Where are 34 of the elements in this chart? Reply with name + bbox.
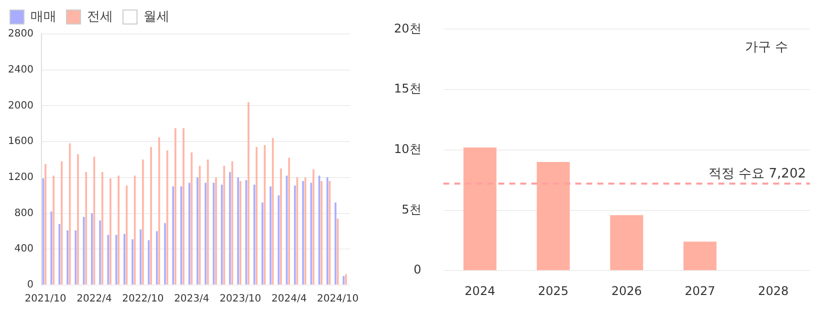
x-tick-label: 2026: [611, 284, 642, 298]
y-tick-label: 2000: [8, 100, 34, 112]
y-tick-label: 15천: [394, 82, 422, 96]
x-tick-label: 2024: [464, 284, 496, 298]
y-tick-label: 1600: [8, 136, 34, 148]
x-tick-label: 2022/10: [122, 294, 164, 305]
y-tick-label: 0: [27, 280, 34, 291]
x-tick-label: 2025: [538, 284, 569, 298]
y-tick-label: 2800: [8, 28, 34, 40]
y-tick-label: 20천: [394, 21, 422, 36]
x-tick-label: 2023/4: [174, 294, 210, 305]
y-tick-label: 800: [14, 208, 34, 219]
x-tick-label: 2027: [684, 284, 716, 298]
legend-label: 전세: [87, 9, 113, 24]
legend-label: 매매: [30, 9, 56, 24]
y-tick-label: 400: [14, 244, 34, 255]
x-tick-label: 2022/4: [76, 294, 112, 305]
y-tick-label: 1200: [8, 172, 34, 184]
bar: [536, 162, 570, 270]
bar: [610, 215, 644, 270]
bar: [683, 242, 716, 270]
bar: [463, 147, 496, 270]
ref-line-label: 적정 수요 7,202: [708, 166, 806, 182]
x-tick-label: 2024/4: [272, 294, 307, 305]
legend-label: 월세: [144, 9, 170, 24]
x-tick-label: 2024/10: [317, 294, 359, 305]
y-tick-label: 5천: [402, 202, 422, 216]
x-tick-label: 2021/10: [24, 294, 66, 305]
y-tick-label: 10천: [394, 142, 422, 156]
y-tick-label: 0: [414, 262, 422, 277]
x-tick-label: 2028: [758, 284, 789, 298]
y-tick-label: 2400: [8, 64, 34, 76]
annotation: 가구 수: [744, 40, 788, 56]
x-tick-label: 2023/10: [220, 294, 262, 305]
